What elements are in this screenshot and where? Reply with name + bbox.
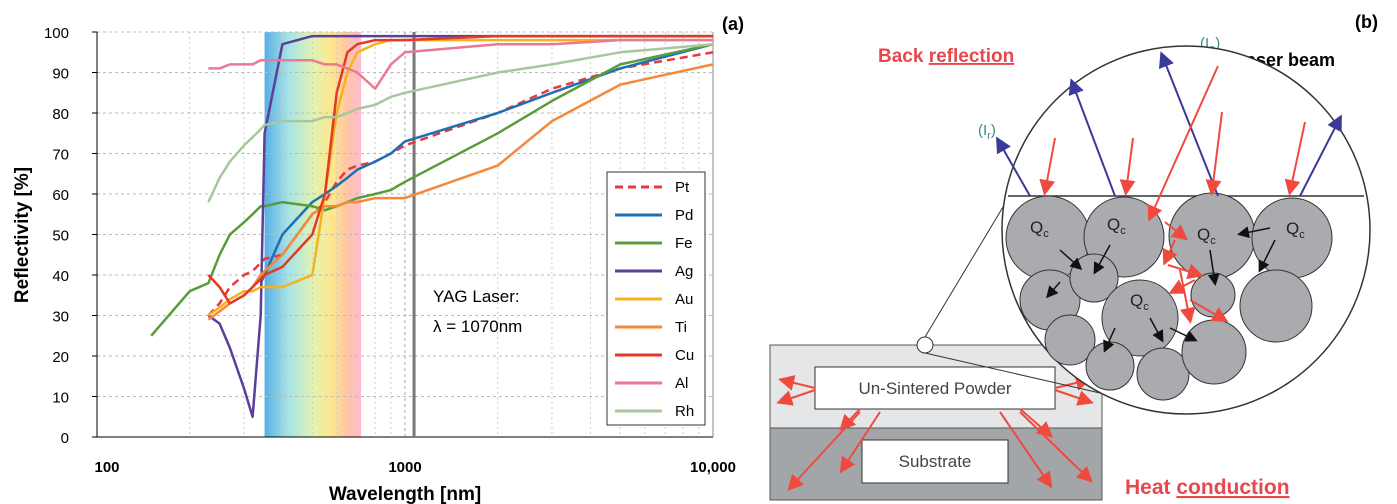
chart: 0 10 20 30 40 50 60 70 80 90 100 100 1000 10,000 YAG L… [12, 14, 744, 504]
word: Back [878, 46, 924, 67]
y-tick-label: 90 [52, 66, 69, 83]
heat-conduction: Heat conduction [1125, 476, 1290, 499]
legend-label: Pt [675, 179, 690, 196]
reflected-beams [996, 51, 1342, 197]
x-tick-label: 10,000 [690, 459, 736, 476]
series-line [207, 42, 714, 203]
substrate-box [861, 439, 1009, 484]
x-tick-label: 1000 [388, 459, 421, 476]
part: (I [978, 122, 987, 139]
annotation: λ = 1070nm [433, 317, 522, 336]
legend-label: Ag [675, 263, 693, 280]
part: ) [991, 122, 996, 139]
word: reflection [929, 46, 1015, 67]
q: Q [1030, 218, 1043, 237]
legend-label: Ti [675, 319, 687, 336]
sub: c [1143, 301, 1149, 313]
q: Q [1286, 219, 1299, 238]
x-axis-title: Wavelength [nm] [329, 484, 481, 504]
qc: Qc [1197, 225, 1216, 247]
legend-label: Al [675, 375, 688, 392]
particles [1005, 192, 1333, 401]
sub: c [1043, 228, 1049, 240]
series-line [208, 38, 713, 90]
sub: c [1120, 225, 1126, 237]
series-line [207, 34, 713, 305]
y-tick-label: 0 [61, 430, 69, 447]
y-tick-label: 100 [44, 25, 69, 42]
heat-arrows [776, 375, 1094, 491]
panel-label: (b) [1355, 12, 1378, 32]
legend-label: Pd [675, 207, 693, 224]
series-line [150, 42, 714, 337]
sub: c [1299, 229, 1305, 241]
y-axis-title: Reflectivity [%] [12, 167, 33, 303]
diagram: (b) Back reflection Laser beam (Io) (Ir)… [769, 12, 1378, 501]
substrate-label: Substrate [899, 452, 972, 471]
q: Q [1107, 215, 1120, 234]
panel-label: (a) [722, 14, 744, 34]
y-tick-label: 10 [52, 390, 69, 407]
y-tick-label: 20 [52, 349, 69, 366]
heat-flow-arrows [1046, 226, 1276, 353]
qc: Qc [1030, 218, 1049, 240]
word: Heat [1125, 476, 1171, 499]
zoom-spot [916, 336, 934, 354]
back-reflection: Back reflection [878, 46, 1014, 67]
y-tick-label: 30 [52, 309, 69, 326]
powder-label: Un-Sintered Powder [858, 379, 1011, 398]
qc: Qc [1130, 291, 1149, 313]
sub: c [1210, 235, 1216, 247]
legend-label: Rh [675, 403, 694, 420]
part: (I [1200, 35, 1209, 52]
sub: r [987, 130, 991, 142]
y-tick-label: 70 [52, 147, 69, 164]
legend-label: Cu [675, 347, 694, 364]
y-tick-label: 60 [52, 187, 69, 204]
qc-labels: Qc Qc Qc Qc Qc [1030, 215, 1305, 313]
incident-beams [1039, 65, 1306, 324]
legend-label: Au [675, 291, 693, 308]
qc: Qc [1286, 219, 1305, 241]
y-tick-label: 50 [52, 228, 69, 245]
part: ) [1215, 35, 1220, 52]
y-tick-label: 80 [52, 106, 69, 123]
q: Q [1130, 291, 1143, 310]
legend-label: Fe [675, 235, 693, 252]
annotation: YAG Laser: [433, 287, 520, 306]
x-tick-label: 100 [94, 459, 119, 476]
reflected-label: (Ir) [978, 122, 996, 142]
word: conduction [1176, 476, 1289, 499]
qc: Qc [1107, 215, 1126, 237]
q: Q [1197, 225, 1210, 244]
series-line [259, 42, 714, 284]
zoom-line [924, 352, 1101, 394]
y-tick-label: 40 [52, 268, 69, 285]
